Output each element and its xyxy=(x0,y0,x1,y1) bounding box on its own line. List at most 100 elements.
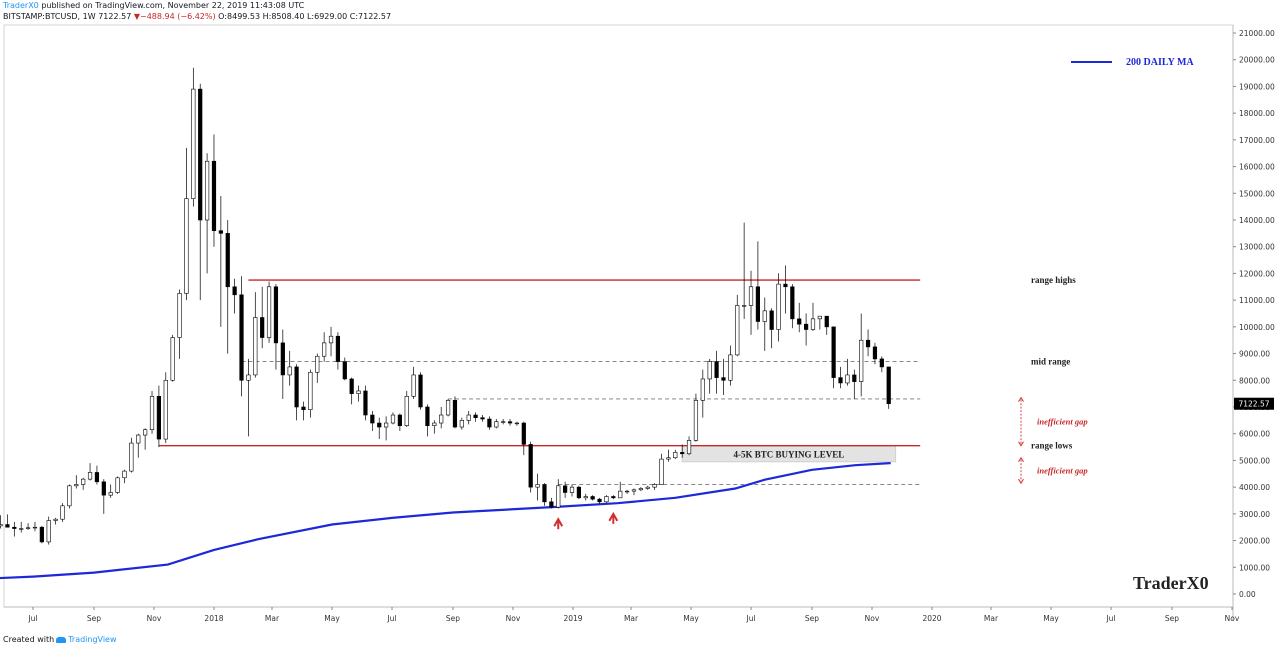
candle-body xyxy=(67,485,72,507)
candle-body xyxy=(211,160,217,231)
candle-body xyxy=(590,496,595,500)
tradingview-logo-icon xyxy=(56,636,67,643)
x-tick-label: Sep xyxy=(1165,614,1179,623)
x-tick-label: Mar xyxy=(624,614,639,623)
candle-body xyxy=(845,374,850,384)
candle-body xyxy=(831,326,836,378)
y-tick-label: 16000.00 xyxy=(1239,163,1275,172)
x-tick-label: May xyxy=(324,614,340,623)
author-link[interactable]: TraderX0 xyxy=(3,1,39,10)
x-tick-label: 2019 xyxy=(563,614,582,623)
last-price-badge-label: 7122.57 xyxy=(1238,400,1269,409)
y-tick-label: 3000.00 xyxy=(1239,510,1270,519)
candle-body xyxy=(32,526,38,529)
candle-body xyxy=(363,390,368,416)
candle-body xyxy=(342,361,347,380)
header-published: TraderX0 published on TradingView.com, N… xyxy=(3,1,304,10)
candle-body xyxy=(301,406,306,410)
y-tick-label: 9000.00 xyxy=(1239,350,1270,359)
candle-body xyxy=(638,488,643,491)
candle-body xyxy=(514,422,520,425)
candle-body xyxy=(769,310,774,330)
watermark: TraderX0 xyxy=(1133,573,1209,593)
candle-body xyxy=(60,505,65,520)
candle-body xyxy=(294,366,299,408)
candle-body xyxy=(87,472,93,480)
candle-body xyxy=(432,422,437,426)
footer: Created with TradingView xyxy=(3,635,117,644)
candle-body xyxy=(631,489,637,492)
candle-body xyxy=(507,421,513,424)
candle-body xyxy=(25,527,31,529)
x-tick-label: Nov xyxy=(506,614,521,623)
up-arrow-icon xyxy=(608,511,619,522)
x-tick-label: Mar xyxy=(984,614,999,623)
candle-body xyxy=(445,400,451,416)
candle-body xyxy=(287,366,292,376)
x-tick-label: Jul xyxy=(745,614,755,623)
published-text: published on TradingView.com, November 2… xyxy=(41,1,305,10)
candle-body xyxy=(817,315,822,320)
candle-body xyxy=(115,477,120,493)
y-tick-label: 5000.00 xyxy=(1239,456,1270,465)
tradingview-link[interactable]: TradingView xyxy=(68,635,117,644)
level-label: range highs xyxy=(1031,275,1076,285)
candle-body xyxy=(53,518,58,521)
candle-body xyxy=(542,484,547,503)
x-tick-label: May xyxy=(1043,614,1059,623)
candle-body xyxy=(218,230,223,234)
candle-body xyxy=(418,374,423,408)
candle-body xyxy=(728,354,733,381)
ma-legend-label: 200 DAILY MA xyxy=(1126,57,1194,68)
ma-legend-line xyxy=(1071,61,1112,63)
candle-body xyxy=(177,293,182,338)
candle-body xyxy=(865,339,871,348)
y-tick-label: 6000.00 xyxy=(1239,430,1270,439)
y-tick-label: 1000.00 xyxy=(1239,563,1270,572)
y-tick-label: 0.00 xyxy=(1239,590,1256,599)
ohlc-values: O:8499.53 H:8508.40 L:6929.00 C:7122.57 xyxy=(218,12,392,21)
candle-body xyxy=(322,342,327,357)
gap-arrowhead-icon xyxy=(1018,478,1024,485)
candle-body xyxy=(521,422,526,445)
candle-body xyxy=(748,286,754,306)
candle-body xyxy=(0,524,3,527)
candle-body xyxy=(390,414,396,424)
candle-body xyxy=(439,414,444,424)
candle-body xyxy=(755,286,761,322)
candle-body xyxy=(273,286,279,344)
candle-body xyxy=(721,377,726,381)
candle-body xyxy=(776,283,781,330)
up-arrow-icon xyxy=(553,517,564,527)
created-with-text: Created with xyxy=(3,635,55,644)
y-tick-label: 19000.00 xyxy=(1239,82,1275,91)
candle-body xyxy=(149,396,155,431)
candle-body xyxy=(824,315,829,328)
candle-body xyxy=(184,198,189,294)
candle-body xyxy=(266,286,272,338)
candle-body xyxy=(156,396,161,440)
candle-body xyxy=(74,484,79,487)
candle-body xyxy=(549,501,554,508)
x-tick-label: Nov xyxy=(147,614,162,623)
candle-body xyxy=(411,374,416,397)
candle-body xyxy=(666,457,671,460)
candle-body xyxy=(810,318,816,330)
gap-label: inefficient gap xyxy=(1037,417,1088,427)
gap-arrowhead-icon xyxy=(1018,441,1024,447)
gap-label: inefficient gap xyxy=(1037,465,1088,475)
candle-body xyxy=(742,305,747,307)
candle-body xyxy=(604,496,609,503)
candle-body xyxy=(328,335,334,344)
y-tick-label: 11000.00 xyxy=(1239,296,1275,305)
plot-area xyxy=(3,24,1234,608)
candle-body xyxy=(466,414,471,421)
candle-body xyxy=(852,374,857,382)
candle-body xyxy=(384,422,389,428)
candle-body xyxy=(879,358,884,368)
candle-body xyxy=(673,452,678,459)
candle-body xyxy=(356,390,361,394)
candle-body xyxy=(136,434,141,444)
candle-body xyxy=(246,374,251,381)
